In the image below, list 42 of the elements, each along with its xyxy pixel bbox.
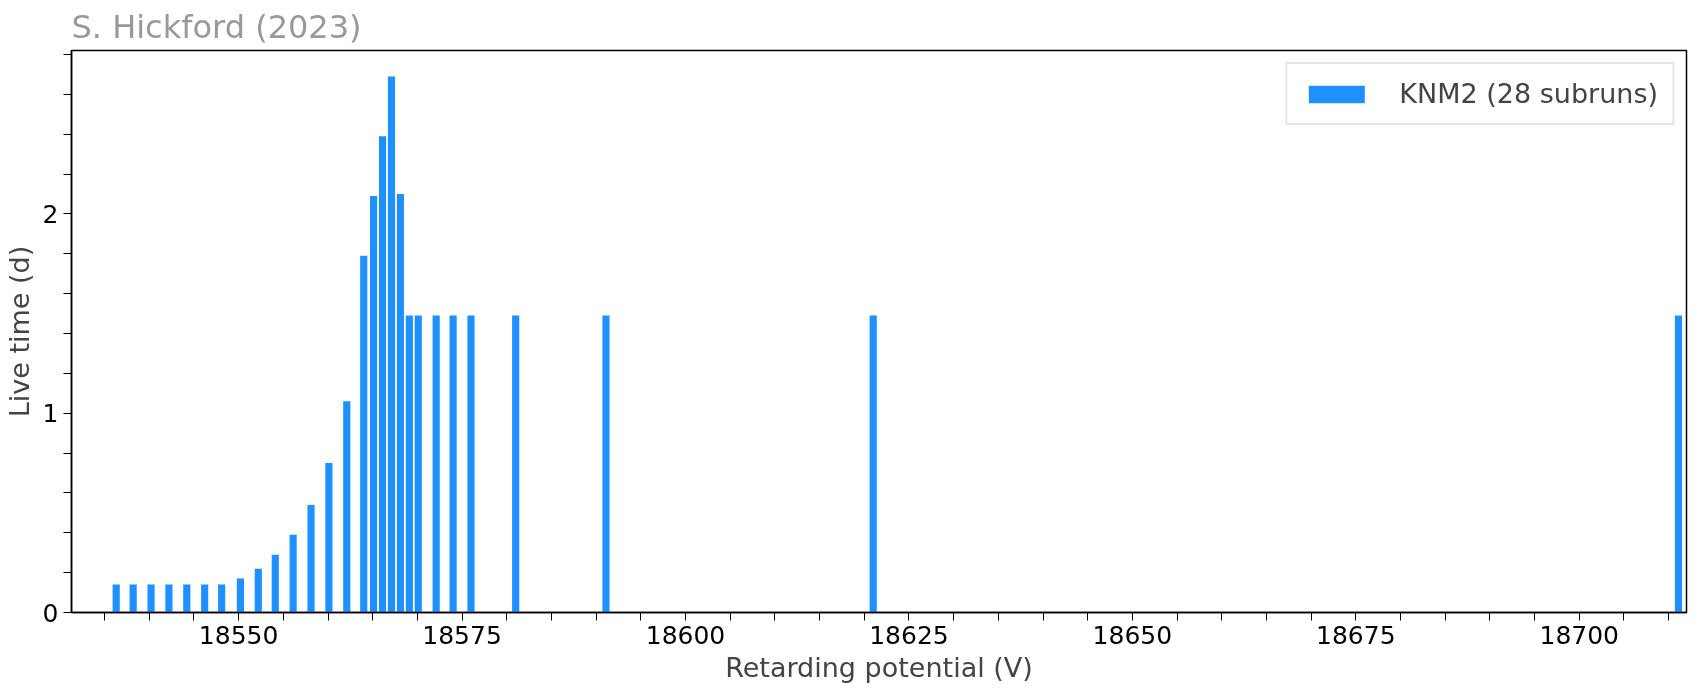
bar [289,534,297,613]
bar [378,136,387,613]
bar [183,584,191,613]
bar [467,315,475,613]
bar [1674,315,1683,613]
bar [370,195,378,613]
bar [307,504,315,613]
legend-label: KNM2 (28 subruns) [1399,78,1658,109]
text: S. Hickford (2023) [71,7,362,46]
bar [343,401,351,613]
y-tick-label: 1 [42,399,59,429]
bar [165,584,173,613]
bar [432,315,440,613]
bar [218,584,226,613]
bar [387,76,396,613]
bar [512,315,520,613]
bar [602,315,610,613]
bar [405,315,413,613]
x-tick-label: 18575 [422,620,502,650]
bar [869,315,877,613]
bar [254,568,262,613]
x-tick-label: 18700 [1539,620,1620,650]
bar [396,193,404,613]
y-axis-title: Live time (d) [3,245,35,418]
y-tick-label: 2 [42,199,59,229]
x-tick-label: 18550 [198,620,279,650]
bar [325,463,333,613]
bar [112,584,120,613]
bar [236,578,244,613]
bar [147,584,155,613]
bar [201,584,209,613]
bar [414,315,422,613]
x-axis-title: Retarding potential (V) [725,651,1033,683]
bar [449,315,457,613]
x-tick-label: 18650 [1092,620,1173,650]
x-tick-label: 18675 [1316,620,1396,650]
bar [271,554,279,613]
bar [360,255,368,613]
bar [129,584,137,613]
x-tick-label: 18600 [645,620,726,650]
y-tick-label: 0 [42,598,59,628]
x-tick-label: 18625 [869,620,949,650]
